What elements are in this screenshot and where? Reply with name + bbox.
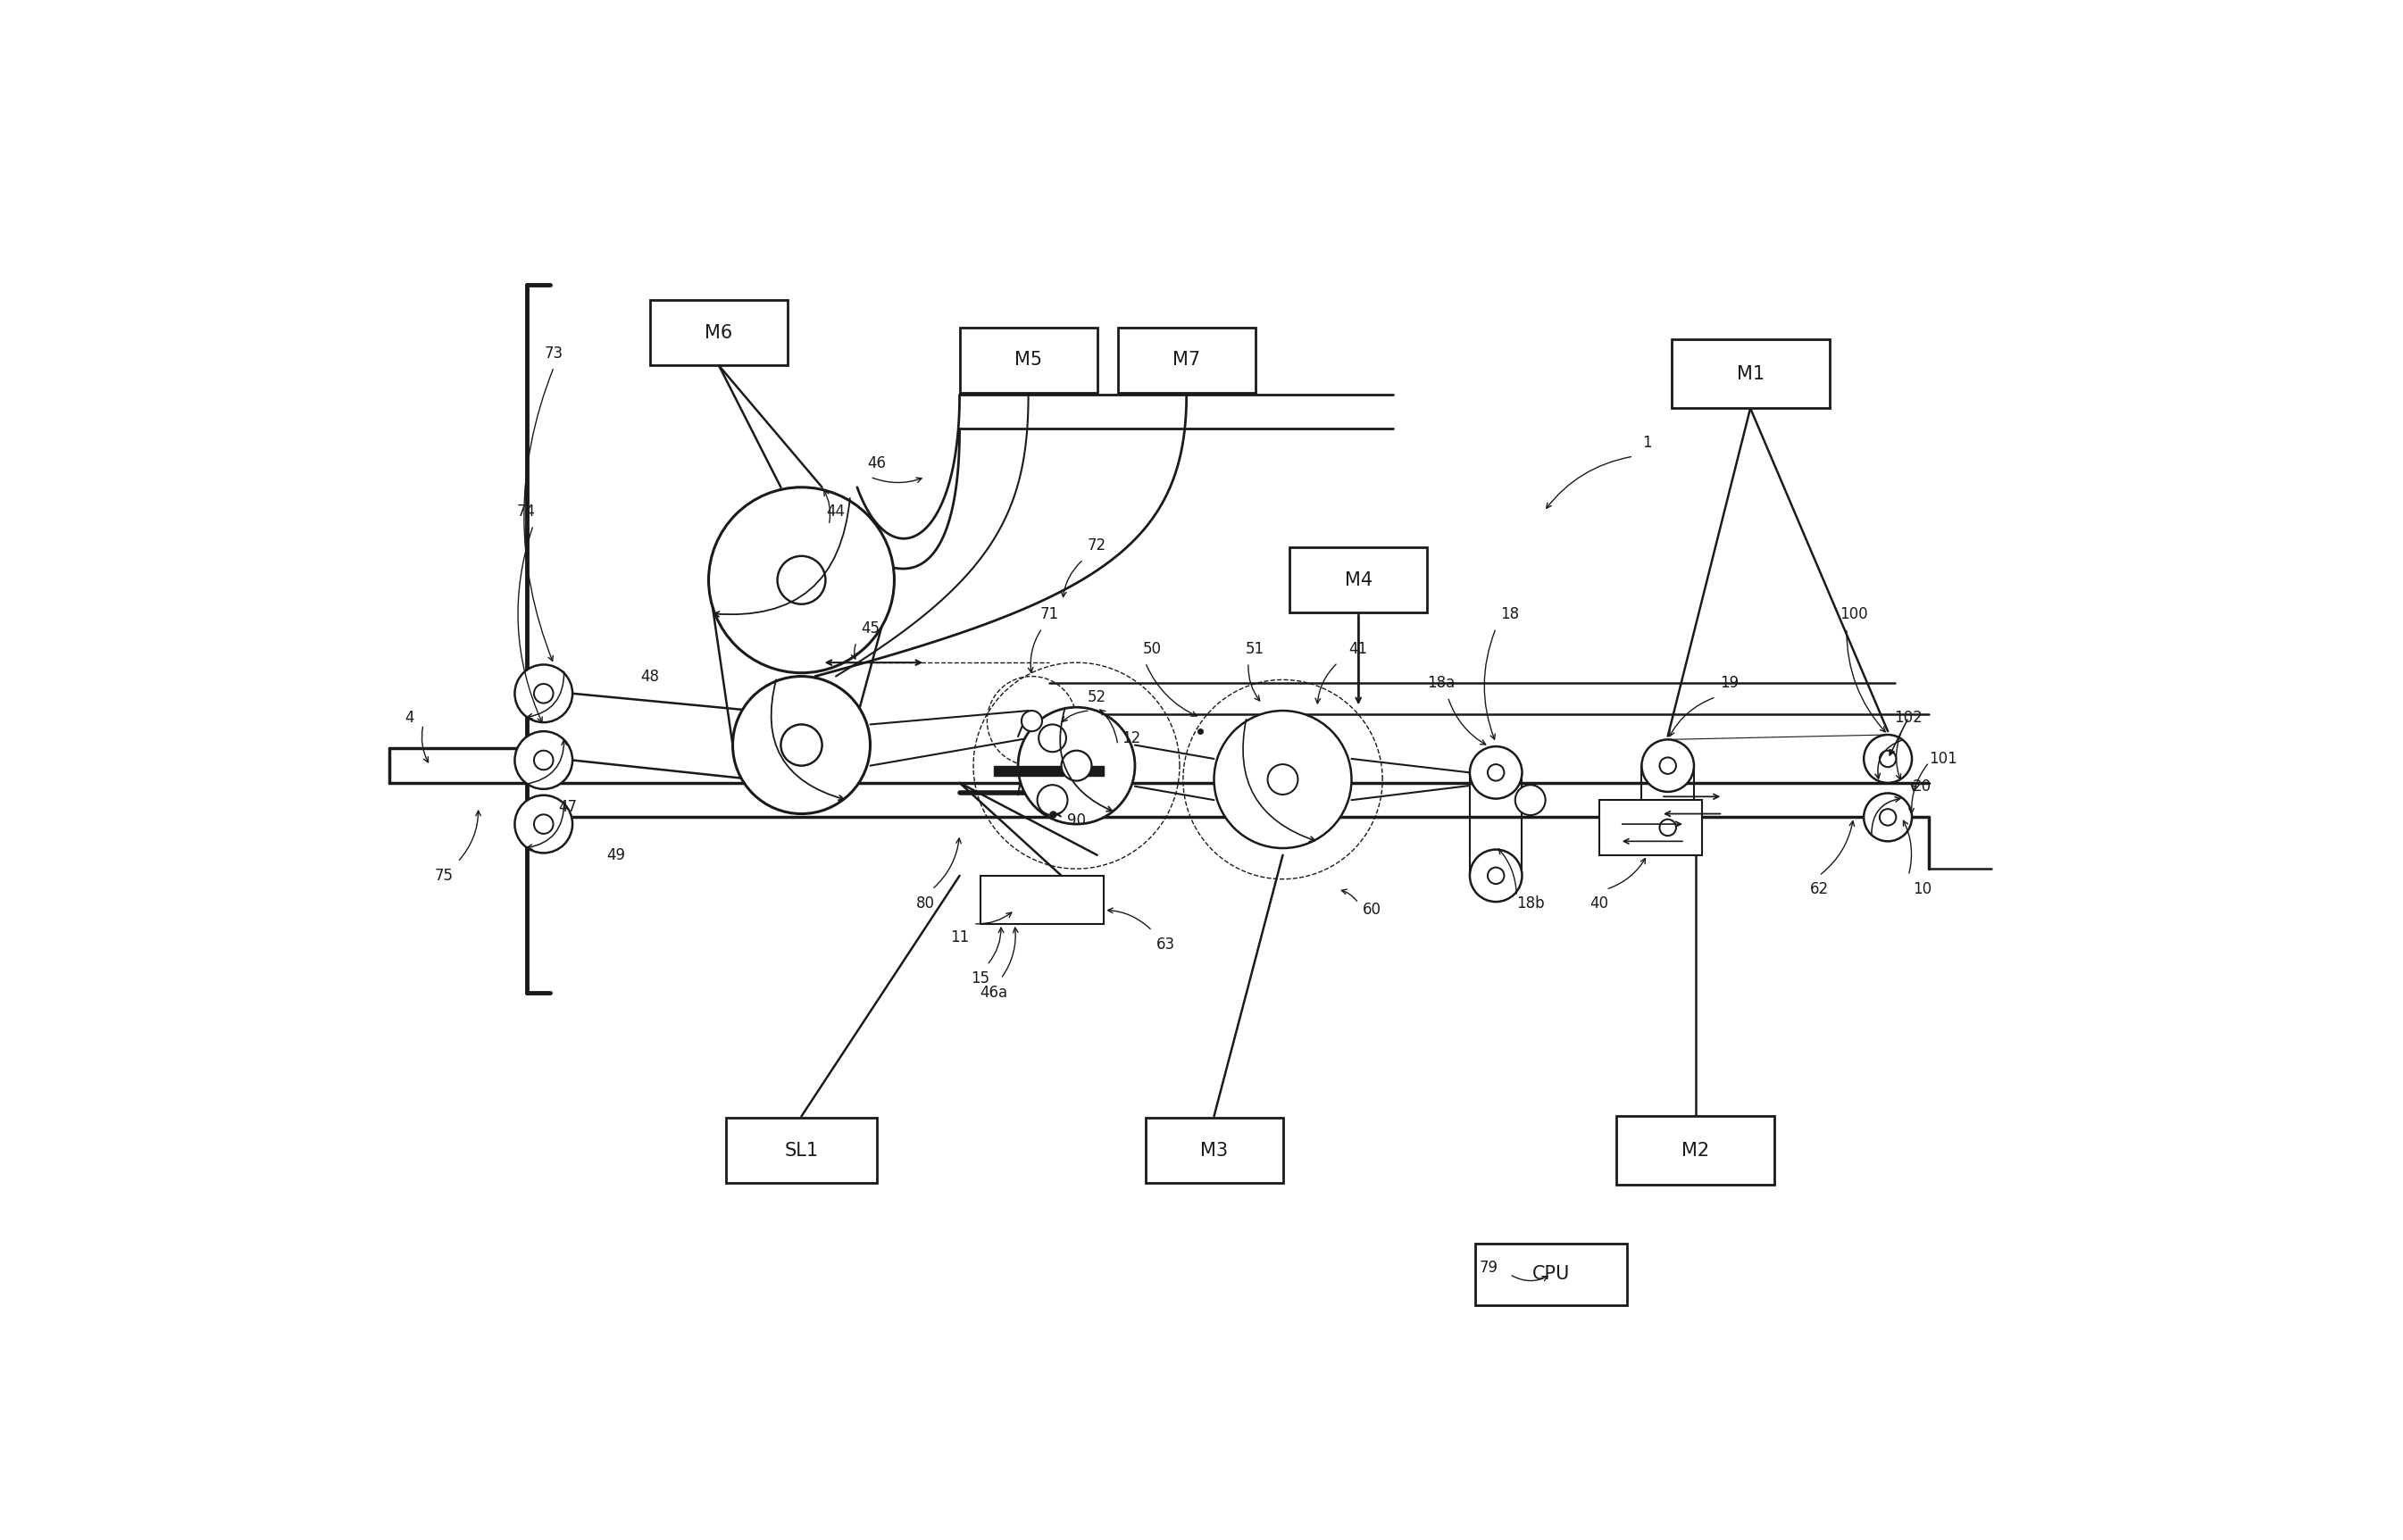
Text: M4: M4: [1346, 571, 1372, 588]
Text: 52: 52: [1089, 688, 1105, 705]
Circle shape: [1865, 735, 1913, 782]
Text: 44: 44: [827, 504, 846, 519]
Circle shape: [533, 815, 553, 833]
Text: SL1: SL1: [783, 1141, 819, 1160]
Circle shape: [1021, 710, 1043, 732]
Text: M3: M3: [1199, 1141, 1228, 1160]
Bar: [1117, 328, 1254, 393]
Text: 48: 48: [642, 668, 658, 684]
Circle shape: [1879, 750, 1896, 767]
Circle shape: [514, 732, 572, 788]
Circle shape: [1660, 758, 1675, 775]
Circle shape: [1269, 764, 1298, 795]
Text: 102: 102: [1894, 710, 1922, 725]
Bar: [726, 1118, 877, 1183]
Bar: [1146, 1118, 1283, 1183]
Text: 20: 20: [1913, 778, 1932, 795]
Circle shape: [514, 795, 572, 853]
Circle shape: [533, 750, 553, 770]
Bar: [980, 876, 1103, 924]
Text: 73: 73: [545, 345, 562, 362]
Circle shape: [1641, 739, 1694, 792]
Bar: [1290, 547, 1427, 613]
Text: 4: 4: [404, 710, 413, 725]
Circle shape: [1471, 747, 1521, 799]
Polygon shape: [995, 765, 1103, 776]
Text: 11: 11: [949, 930, 968, 946]
Text: M7: M7: [1173, 351, 1202, 370]
Text: 51: 51: [1245, 641, 1264, 658]
Bar: [959, 328, 1098, 393]
Text: 90: 90: [1067, 813, 1086, 829]
Circle shape: [1487, 867, 1504, 884]
Text: 49: 49: [606, 847, 625, 862]
Text: 47: 47: [557, 799, 577, 815]
Circle shape: [533, 684, 553, 704]
Text: 46: 46: [867, 456, 887, 471]
Text: 79: 79: [1480, 1260, 1499, 1275]
Circle shape: [709, 487, 894, 673]
Bar: [1475, 1243, 1627, 1306]
Circle shape: [1471, 850, 1521, 902]
Text: 46a: 46a: [980, 984, 1007, 1001]
Circle shape: [779, 556, 827, 604]
Text: 10: 10: [1913, 881, 1932, 898]
Text: 19: 19: [1721, 675, 1740, 691]
Circle shape: [514, 665, 572, 722]
Text: 18: 18: [1499, 607, 1519, 622]
Text: 60: 60: [1363, 902, 1382, 918]
Bar: [1670, 339, 1829, 408]
Circle shape: [1516, 785, 1545, 815]
Circle shape: [1038, 724, 1067, 752]
Circle shape: [1641, 801, 1694, 853]
Text: 100: 100: [1838, 607, 1867, 622]
Text: 62: 62: [1809, 881, 1829, 898]
Text: 45: 45: [860, 621, 879, 636]
Text: M1: M1: [1737, 365, 1764, 383]
Text: M5: M5: [1014, 351, 1043, 370]
Text: 101: 101: [1930, 752, 1956, 767]
Text: 12: 12: [1122, 730, 1141, 747]
Bar: [1598, 801, 1701, 855]
Bar: [651, 300, 788, 365]
Circle shape: [1062, 750, 1091, 781]
Circle shape: [781, 724, 822, 765]
Circle shape: [1879, 808, 1896, 825]
Text: 72: 72: [1089, 537, 1105, 554]
Circle shape: [1865, 793, 1913, 841]
Circle shape: [1214, 710, 1350, 849]
Circle shape: [1660, 819, 1675, 836]
Text: CPU: CPU: [1533, 1266, 1569, 1283]
Text: 15: 15: [971, 970, 990, 987]
Text: 50: 50: [1144, 641, 1161, 658]
Text: M2: M2: [1682, 1141, 1709, 1160]
Circle shape: [1038, 785, 1067, 815]
Text: 18a: 18a: [1427, 675, 1454, 691]
Circle shape: [1019, 707, 1134, 824]
Text: 74: 74: [517, 504, 536, 519]
Text: 40: 40: [1591, 895, 1608, 912]
Circle shape: [1487, 764, 1504, 781]
Text: 41: 41: [1348, 641, 1367, 658]
Text: 80: 80: [916, 895, 935, 912]
Text: 71: 71: [1040, 607, 1057, 622]
Text: 18b: 18b: [1516, 895, 1545, 912]
Bar: [1617, 1116, 1773, 1184]
Text: M6: M6: [704, 323, 733, 342]
Circle shape: [733, 676, 870, 813]
Text: 63: 63: [1156, 936, 1175, 952]
Text: 75: 75: [435, 867, 454, 884]
Text: 1: 1: [1641, 434, 1651, 451]
